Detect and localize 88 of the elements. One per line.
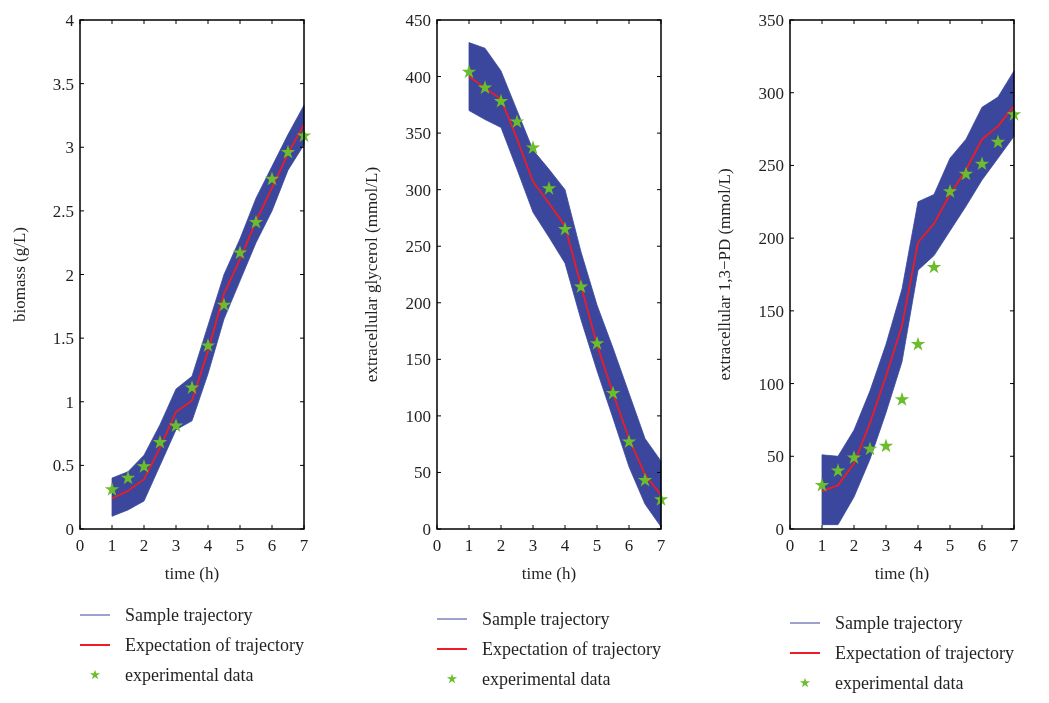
point <box>832 464 844 476</box>
x-tick-label: 2 <box>139 536 149 555</box>
point <box>106 483 118 495</box>
y-tick-label: 150 <box>405 350 431 370</box>
x-tick-label: 1 <box>107 536 117 555</box>
y-tick-label: 1.5 <box>52 329 74 349</box>
y-tick-label: 2.5 <box>52 201 74 221</box>
x-tick-label: 4 <box>203 536 213 555</box>
text: Sample trajectory <box>482 609 610 629</box>
x-tick-label: 4 <box>560 536 570 555</box>
y-tick-label: 150 <box>758 301 784 321</box>
point <box>912 338 924 350</box>
point <box>479 81 491 93</box>
y-tick-label: 300 <box>758 83 784 103</box>
x-tick-label: 2 <box>496 536 506 555</box>
point <box>154 436 166 448</box>
y-tick-label: 200 <box>405 293 431 313</box>
y-tick-label: 300 <box>405 180 431 200</box>
x-tick-label: 3 <box>881 536 891 555</box>
point <box>543 182 555 194</box>
y-tick-label: 250 <box>405 237 431 257</box>
point <box>928 261 940 273</box>
x-tick-label: 3 <box>171 536 181 555</box>
point <box>559 223 571 235</box>
point <box>186 381 198 393</box>
x-axis-title: time (h) <box>874 564 930 583</box>
legend-label: experimental data <box>835 673 964 693</box>
point <box>234 246 246 258</box>
text: Sample trajectory <box>125 605 253 625</box>
x-tick-label: 6 <box>977 536 987 555</box>
x-tick-label: 5 <box>235 536 245 555</box>
y-tick-label: 100 <box>758 374 784 394</box>
point <box>138 460 150 472</box>
x-axis-title: time (h) <box>164 564 220 583</box>
y-axis-title: extracellular glycerol (mmol/L) <box>362 166 381 383</box>
text: Sample trajectory <box>835 613 963 633</box>
y-tick-label: 0.5 <box>52 456 74 476</box>
point <box>816 479 828 491</box>
point <box>896 393 908 405</box>
point <box>623 435 635 447</box>
x-tick-label: 7 <box>299 536 309 555</box>
x-tick-label: 6 <box>267 536 277 555</box>
y-tick-label: 0 <box>422 520 431 539</box>
y-tick-label: 350 <box>405 124 431 144</box>
y-tick-label: 2 <box>65 265 74 285</box>
point <box>944 185 956 197</box>
y-tick-label: 350 <box>758 11 784 30</box>
y-tick-label: 1 <box>65 392 74 412</box>
x-tick-label: 1 <box>464 536 474 555</box>
x-tick-label: 6 <box>624 536 634 555</box>
point <box>511 115 523 127</box>
legend-label: experimental data <box>125 665 254 685</box>
point <box>607 387 619 399</box>
x-tick-label: 7 <box>1009 536 1019 555</box>
x-axis-title: time (h) <box>521 564 577 583</box>
legend-label: Expectation of trajectory <box>835 643 1014 663</box>
y-tick-label: 50 <box>414 463 431 483</box>
y-tick-label: 3 <box>65 138 74 158</box>
y-tick-label: 0 <box>65 520 74 539</box>
legend-label: Expectation of trajectory <box>125 635 304 655</box>
point <box>202 339 214 351</box>
y-tick-label: 50 <box>767 447 784 467</box>
y-tick-label: 0 <box>775 520 784 539</box>
point <box>527 141 539 153</box>
y-axis-title: biomass (g/L) <box>10 227 29 322</box>
y-tick-label: 400 <box>405 67 431 87</box>
point <box>591 337 603 349</box>
y-tick-label: 4 <box>65 11 75 30</box>
x-tick-label: 2 <box>849 536 859 555</box>
y-axis-title: extracellular 1,3−PD (mmol/L) <box>715 168 734 381</box>
y-tick-label: 250 <box>758 156 784 176</box>
point <box>639 474 651 486</box>
x-tick-label: 5 <box>592 536 602 555</box>
point <box>282 146 294 158</box>
x-tick-label: 4 <box>913 536 923 555</box>
x-tick-label: 1 <box>817 536 827 555</box>
y-tick-label: 100 <box>405 406 431 426</box>
point <box>848 451 860 463</box>
legend-label: experimental data <box>482 669 611 689</box>
x-tick-label: 7 <box>656 536 666 555</box>
y-tick-label: 200 <box>758 229 784 249</box>
x-tick-label: 3 <box>528 536 538 555</box>
legend-label: Expectation of trajectory <box>482 639 661 659</box>
point <box>495 95 507 107</box>
point <box>250 216 262 228</box>
y-tick-label: 3.5 <box>52 74 74 94</box>
y-tick-label: 450 <box>405 11 431 30</box>
x-tick-label: 5 <box>945 536 955 555</box>
